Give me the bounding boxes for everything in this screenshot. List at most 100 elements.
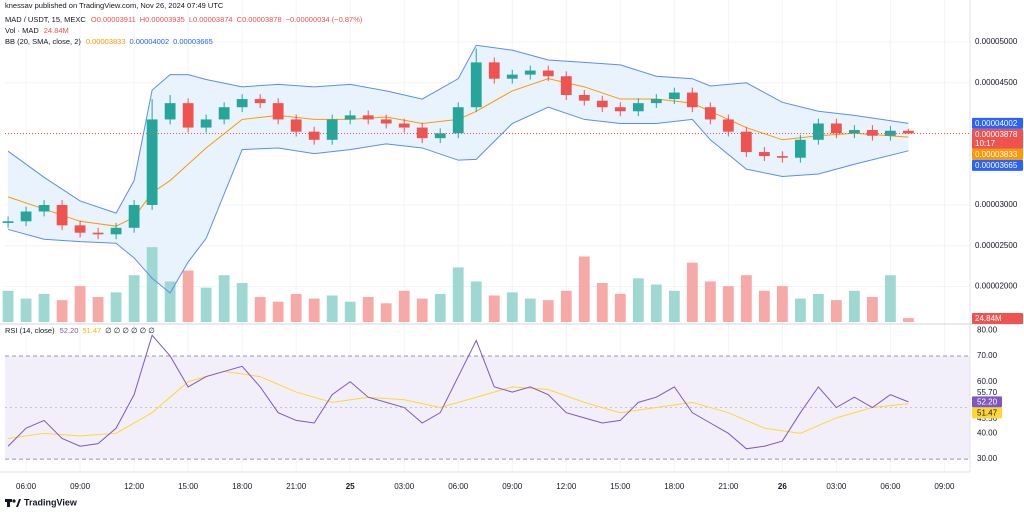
volume-bar bbox=[885, 275, 896, 322]
logo-part bbox=[16, 499, 21, 507]
vol-name: Vol · MAD bbox=[5, 26, 39, 35]
y-tick-label: 0.00005000 bbox=[975, 37, 1018, 46]
bb-fill bbox=[8, 45, 909, 293]
volume-bar bbox=[560, 290, 572, 322]
volume-label-box bbox=[972, 313, 1023, 324]
candle-body bbox=[200, 119, 212, 128]
candle-body bbox=[92, 232, 104, 235]
volume-bar bbox=[362, 297, 374, 322]
candle-body bbox=[668, 92, 680, 100]
volume-label: 24.84M bbox=[975, 314, 1002, 323]
candle-body bbox=[308, 131, 320, 140]
volume-bar bbox=[218, 275, 230, 322]
logo-part bbox=[12, 499, 16, 503]
bb-lower bbox=[7, 106, 909, 294]
candle-body bbox=[20, 211, 32, 222]
x-tick-label: 06:00 bbox=[448, 482, 469, 491]
volume-bar bbox=[596, 283, 608, 322]
volume-bar bbox=[74, 286, 86, 322]
price-label-box bbox=[972, 128, 1023, 149]
price-label: 0.00003665 bbox=[975, 161, 1018, 170]
rsi-tick-label: 40.00 bbox=[977, 428, 998, 437]
y-tick-label: 0.00003000 bbox=[975, 200, 1018, 209]
candle-body bbox=[524, 70, 536, 75]
candle-body bbox=[686, 92, 698, 108]
candle-body bbox=[218, 107, 230, 120]
price-label: 0.00003878 bbox=[975, 130, 1018, 139]
volume-bar bbox=[578, 256, 590, 322]
candle-body bbox=[452, 107, 464, 134]
volume-bar bbox=[830, 300, 842, 322]
candle-body bbox=[722, 119, 734, 132]
rsi-tick-label: 70.00 bbox=[977, 351, 998, 360]
volume-bar bbox=[434, 293, 446, 322]
candle-body bbox=[596, 100, 608, 108]
rsi-label-box bbox=[972, 396, 1002, 408]
candle-body bbox=[272, 103, 284, 120]
rsi-tick-label: 30.00 bbox=[977, 454, 998, 463]
candle-body bbox=[164, 103, 176, 120]
x-tick-label: 18:00 bbox=[232, 482, 253, 491]
volume-bar bbox=[38, 293, 50, 322]
ohlc-close: C0.00003878 bbox=[237, 15, 282, 24]
volume-bar bbox=[776, 286, 788, 322]
candle-body bbox=[614, 107, 626, 112]
rsi-name: RSI (14, close) bbox=[5, 326, 55, 335]
symbol: MAD / USDT, 15, MEXC bbox=[5, 15, 86, 24]
volume-bar bbox=[326, 295, 338, 322]
candle-body bbox=[704, 107, 716, 120]
rsi-value: 52.20 bbox=[60, 326, 79, 335]
candle-body bbox=[416, 127, 428, 139]
rsi-tick-label: 45.56 bbox=[977, 414, 998, 423]
volume-bar bbox=[92, 297, 104, 322]
volume-bar bbox=[110, 292, 122, 322]
candle-body bbox=[182, 103, 194, 128]
volume-bar bbox=[272, 301, 284, 322]
x-tick-label: 09:00 bbox=[934, 482, 955, 491]
price-label: 0.00003833 bbox=[975, 150, 1018, 159]
volume-bar bbox=[903, 318, 914, 322]
rsi-extra: ∅ ∅ ∅ ∅ ∅ ∅ bbox=[105, 326, 155, 335]
candle-body bbox=[506, 74, 518, 79]
logo-part bbox=[7, 499, 10, 507]
x-tick-label: 21:00 bbox=[718, 482, 739, 491]
y-tick-label: 0.00002000 bbox=[975, 282, 1018, 291]
volume-bar bbox=[524, 298, 536, 322]
candle-body bbox=[362, 115, 374, 120]
symbol-legend: MAD / USDT, 15, MEXC O0.00003911 H0.000039… bbox=[5, 15, 363, 24]
bb-legend: BB (20, SMA, close, 2) 0.00003833 0.000040… bbox=[5, 37, 213, 46]
volume-bar bbox=[254, 297, 266, 322]
volume-bar bbox=[236, 283, 248, 322]
bb-upper bbox=[7, 44, 909, 214]
bb-lower-value: 0.00003665 bbox=[173, 37, 213, 46]
x-tick-label: 06:00 bbox=[16, 482, 37, 491]
candle-body bbox=[236, 99, 248, 108]
volume-bar bbox=[488, 295, 500, 322]
x-tick-label: 12:00 bbox=[556, 482, 577, 491]
vol-value: 24.84M bbox=[44, 26, 69, 35]
candle-body bbox=[56, 204, 68, 226]
volume-bar bbox=[632, 278, 644, 322]
volume-bar bbox=[686, 262, 698, 322]
volume-bar bbox=[866, 297, 878, 322]
candle-body bbox=[254, 99, 266, 104]
x-tick-label: 03:00 bbox=[394, 482, 415, 491]
candle-body bbox=[758, 152, 770, 157]
rsi-ma-line bbox=[7, 370, 909, 439]
volume-bar bbox=[308, 298, 320, 322]
rsi-tick-label: 80.00 bbox=[977, 325, 998, 334]
candle-body bbox=[146, 119, 158, 205]
candle-body bbox=[776, 156, 788, 158]
volume-bar bbox=[380, 303, 392, 322]
ohlc-change: −0.00000034 (−0.87%) bbox=[286, 15, 363, 24]
candle-body bbox=[326, 119, 338, 140]
ohlc-open: O0.00003911 bbox=[91, 15, 136, 24]
candle-body bbox=[830, 123, 842, 134]
candle-body bbox=[650, 99, 662, 104]
candle-body bbox=[488, 62, 500, 79]
ohlc-high: H0.00003935 bbox=[140, 15, 185, 24]
price-label-box bbox=[972, 148, 1023, 160]
volume-bar bbox=[794, 298, 806, 322]
x-tick-label: 06:00 bbox=[880, 482, 901, 491]
volume-bar bbox=[344, 301, 356, 322]
